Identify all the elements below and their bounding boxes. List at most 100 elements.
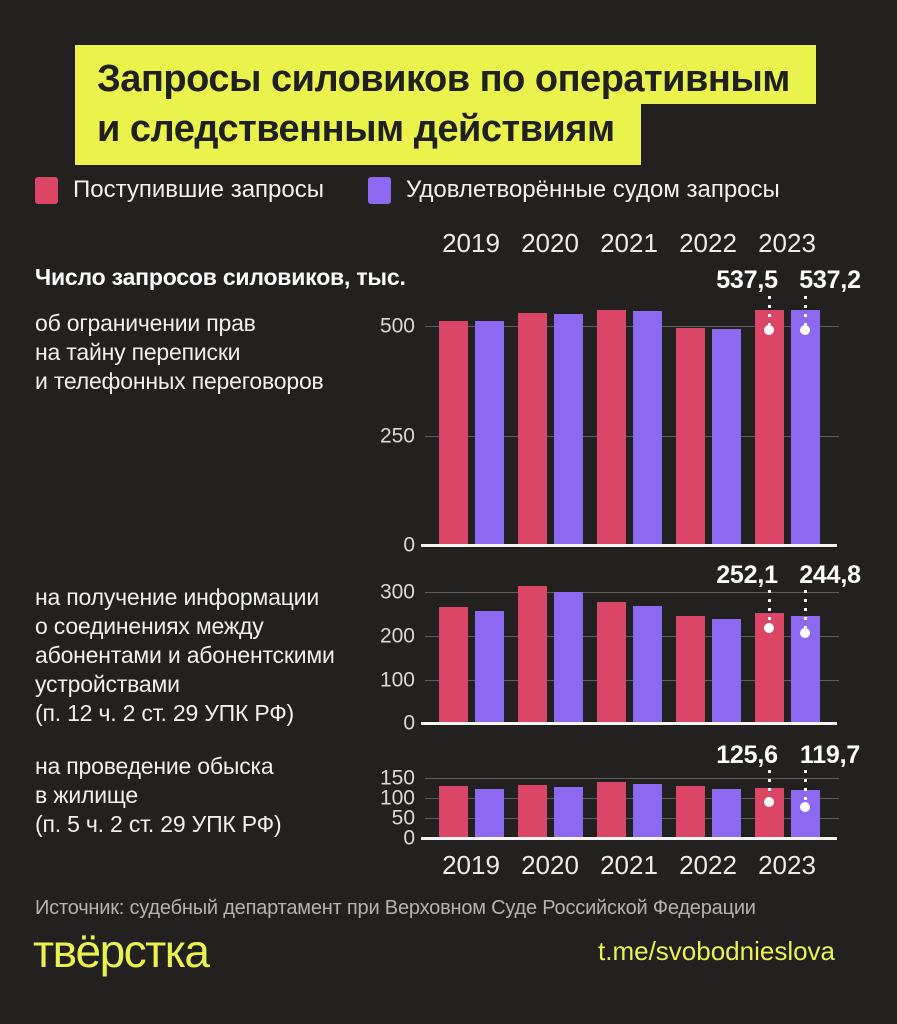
plot-home-search: 125,6 119,7 — [421, 741, 860, 840]
gridline-200 — [425, 635, 839, 637]
bar-group-2023 — [754, 613, 820, 723]
legend-label-received: Поступившие запросы — [73, 176, 324, 203]
callout-value-1: 537,2 — [799, 266, 861, 294]
bar-2021-received — [596, 782, 626, 838]
y-tick-150: 150 — [379, 766, 415, 790]
year-label-2022: 2022 — [679, 228, 737, 258]
callout-line-0 — [767, 590, 771, 623]
callout-line-1 — [803, 590, 807, 628]
y-tick-300: 300 — [379, 580, 415, 604]
callout-line-1 — [803, 770, 807, 802]
page-title-line2: и следственным действиям — [75, 104, 641, 165]
legend-label-granted: Удовлетворённые судом запросы — [406, 176, 780, 203]
bar-2019-granted — [474, 788, 504, 838]
plot-connection-info: 252,1 244,8 — [421, 561, 861, 725]
y-tick-0: 0 — [403, 533, 415, 557]
y-axis-home-search: 150 100 50 0 — [330, 766, 415, 849]
gridline-300 — [425, 592, 839, 594]
gridline-500 — [425, 326, 839, 328]
bar-group-2022 — [675, 616, 741, 723]
bar-2022-received — [675, 616, 705, 723]
bar-2019-received — [438, 607, 468, 723]
title-block: Запросы силовиков по оперативным и следс… — [75, 45, 816, 165]
bar-group-2021 — [596, 602, 662, 723]
callout-line-0 — [767, 296, 771, 325]
gridline-100 — [425, 679, 839, 681]
bar-group-2022 — [675, 786, 741, 838]
year-label-2022: 2022 — [679, 850, 737, 880]
years-footer: 2019 2020 2021 2022 2023 — [425, 850, 835, 882]
y-tick-200: 200 — [379, 624, 415, 648]
bar-2022-received — [675, 328, 705, 545]
gridline-150 — [425, 778, 839, 779]
bar-group-2020 — [517, 312, 583, 545]
bar-group-2020 — [517, 586, 583, 723]
callout-dot-1 — [800, 325, 810, 335]
bar-group-2020 — [517, 784, 583, 838]
chart-label-correspondence: об ограничении прав на тайну переписки и… — [35, 310, 324, 394]
received-swatch-icon — [35, 176, 58, 204]
legend-item-granted: Удовлетворённые судом запросы — [368, 176, 780, 204]
granted-swatch-icon — [368, 176, 391, 204]
verstka-logo: твёрстка — [33, 925, 210, 977]
bar-2022-granted — [711, 619, 741, 723]
y-tick-100: 100 — [379, 786, 415, 810]
bar-2021-received — [596, 309, 626, 545]
page-title-line1: Запросы силовиков по оперативным — [75, 45, 816, 104]
gridline-50 — [425, 818, 839, 819]
callout-value-0: 537,5 — [716, 266, 778, 294]
bar-group-2021 — [596, 309, 662, 545]
callout-dot-0 — [764, 797, 774, 807]
bar-2020-granted — [553, 787, 583, 838]
year-label-2019: 2019 — [442, 850, 500, 880]
source-note: Источник: судебный департамент при Верхо… — [35, 897, 756, 919]
telegram-link[interactable]: t.me/svobodnieslova — [598, 936, 836, 966]
callout-dot-1 — [800, 628, 810, 638]
y-tick-0: 0 — [403, 711, 415, 735]
plot-correspondence: 537,5 537,2 — [421, 266, 861, 547]
year-label-2021: 2021 — [600, 228, 658, 258]
callout-line-0 — [767, 770, 771, 797]
bar-2021-granted — [632, 784, 662, 838]
bar-2020-received — [517, 784, 547, 838]
bar-group-2023 — [754, 309, 820, 545]
y-tick-50: 50 — [391, 806, 415, 830]
bar-2019-granted — [474, 321, 504, 545]
y-axis-correspondence: 500 250 0 — [330, 300, 415, 556]
years-header: 2019 2020 2021 2022 2023 — [425, 228, 835, 260]
bar-2021-granted — [632, 606, 662, 723]
year-label-2021: 2021 — [600, 850, 658, 880]
y-tick-0: 0 — [403, 826, 415, 850]
year-label-2020: 2020 — [521, 228, 579, 258]
bar-2020-received — [517, 586, 547, 723]
callout-dot-0 — [764, 325, 774, 335]
y-tick-500: 500 — [379, 314, 415, 338]
bar-2019-received — [438, 786, 468, 838]
bar-2020-granted — [553, 314, 583, 545]
gridline-100 — [425, 798, 839, 799]
bar-group-2023 — [754, 787, 820, 838]
bar-2019-granted — [474, 611, 504, 723]
bar-2020-granted — [553, 591, 583, 723]
bar-2022-granted — [711, 788, 741, 838]
unit-label: Число запросов силовиков, тыс. — [35, 264, 406, 290]
gridline-250 — [425, 435, 839, 437]
year-label-2023: 2023 — [758, 850, 816, 880]
chart-label-home-search: на проведение обыска в жилище (п. 5 ч. 2… — [35, 753, 282, 837]
bar-2020-received — [517, 312, 547, 545]
callout-value-0: 252,1 — [716, 561, 778, 589]
bar-group-2019 — [438, 320, 504, 545]
callout-line-1 — [803, 296, 807, 325]
year-label-2023: 2023 — [758, 228, 816, 258]
bar-2023-granted — [790, 310, 820, 545]
chart-label-connection-info: на получение информации о соединениях ме… — [35, 584, 335, 726]
callout-value-1: 244,8 — [799, 561, 861, 589]
bar-2019-received — [438, 320, 468, 545]
bar-group-2022 — [675, 328, 741, 545]
bar-group-2021 — [596, 782, 662, 838]
bar-2023-received — [754, 309, 784, 545]
y-tick-100: 100 — [379, 668, 415, 691]
year-label-2020: 2020 — [521, 850, 579, 880]
callout-dot-1 — [800, 802, 810, 812]
